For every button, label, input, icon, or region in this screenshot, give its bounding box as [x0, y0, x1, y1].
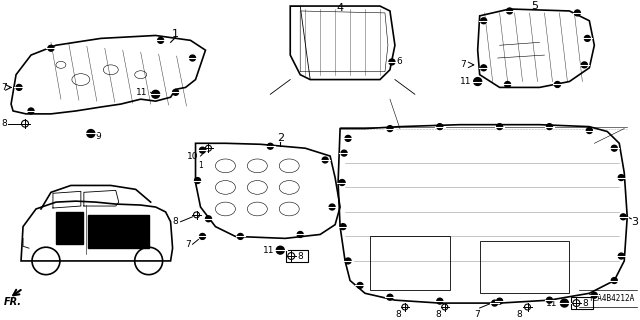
Text: 8: 8 [435, 310, 441, 319]
Circle shape [276, 246, 284, 254]
Circle shape [586, 128, 593, 133]
Circle shape [157, 37, 164, 43]
Circle shape [389, 59, 395, 65]
Circle shape [357, 283, 363, 288]
Circle shape [340, 224, 346, 229]
Circle shape [437, 298, 443, 304]
Circle shape [504, 82, 511, 87]
Circle shape [205, 216, 211, 222]
Circle shape [474, 78, 482, 85]
Circle shape [341, 150, 347, 156]
Text: TLA4B4212A: TLA4B4212A [589, 294, 636, 303]
Circle shape [437, 124, 443, 130]
Circle shape [481, 65, 486, 71]
Circle shape [554, 82, 561, 87]
Circle shape [591, 292, 597, 298]
Text: 4: 4 [337, 3, 344, 13]
Circle shape [581, 62, 588, 68]
Circle shape [618, 253, 624, 259]
Circle shape [618, 175, 624, 180]
Circle shape [173, 89, 179, 95]
Text: 10: 10 [187, 152, 198, 161]
Text: 11: 11 [460, 77, 472, 86]
Circle shape [507, 8, 513, 14]
Text: 2: 2 [276, 133, 284, 143]
Circle shape [547, 297, 552, 303]
Circle shape [200, 234, 205, 239]
Circle shape [574, 10, 580, 16]
Text: 5: 5 [531, 1, 538, 11]
Circle shape [481, 18, 486, 24]
Circle shape [611, 145, 617, 151]
Circle shape [200, 147, 205, 153]
Polygon shape [88, 215, 148, 248]
Text: 7: 7 [1, 83, 7, 92]
Text: 7: 7 [474, 310, 479, 319]
Polygon shape [56, 212, 83, 244]
Circle shape [387, 294, 393, 300]
Text: 1: 1 [198, 161, 203, 170]
Circle shape [584, 36, 590, 41]
Circle shape [561, 299, 568, 307]
Circle shape [87, 130, 95, 137]
Text: 8: 8 [173, 217, 179, 226]
Circle shape [387, 126, 393, 132]
Text: 8: 8 [582, 299, 588, 308]
Text: 7: 7 [185, 240, 191, 249]
Text: 9: 9 [96, 132, 102, 141]
Text: 8: 8 [1, 119, 7, 128]
Text: 11: 11 [263, 246, 275, 255]
Circle shape [195, 178, 200, 183]
Text: 1: 1 [172, 28, 179, 38]
Text: 11: 11 [136, 88, 148, 97]
Circle shape [345, 135, 351, 141]
Text: 3: 3 [631, 217, 638, 227]
Text: FR.: FR. [4, 297, 22, 307]
Text: 8: 8 [298, 252, 303, 261]
Circle shape [345, 258, 351, 264]
Circle shape [497, 298, 502, 304]
Text: 8: 8 [516, 310, 522, 319]
Circle shape [152, 90, 159, 98]
Circle shape [339, 180, 345, 186]
Text: 8: 8 [395, 310, 401, 319]
Circle shape [547, 124, 552, 130]
Circle shape [492, 300, 498, 306]
Text: 6: 6 [396, 57, 402, 67]
Circle shape [237, 234, 243, 239]
Circle shape [48, 45, 54, 51]
Circle shape [297, 232, 303, 237]
Circle shape [322, 157, 328, 163]
Text: 7: 7 [460, 60, 466, 69]
Circle shape [329, 204, 335, 210]
Circle shape [497, 124, 502, 130]
Text: 11: 11 [546, 299, 557, 308]
Circle shape [16, 84, 22, 90]
Circle shape [268, 143, 273, 149]
Circle shape [611, 277, 617, 284]
Circle shape [189, 55, 196, 61]
Circle shape [620, 214, 626, 220]
Circle shape [28, 108, 34, 114]
